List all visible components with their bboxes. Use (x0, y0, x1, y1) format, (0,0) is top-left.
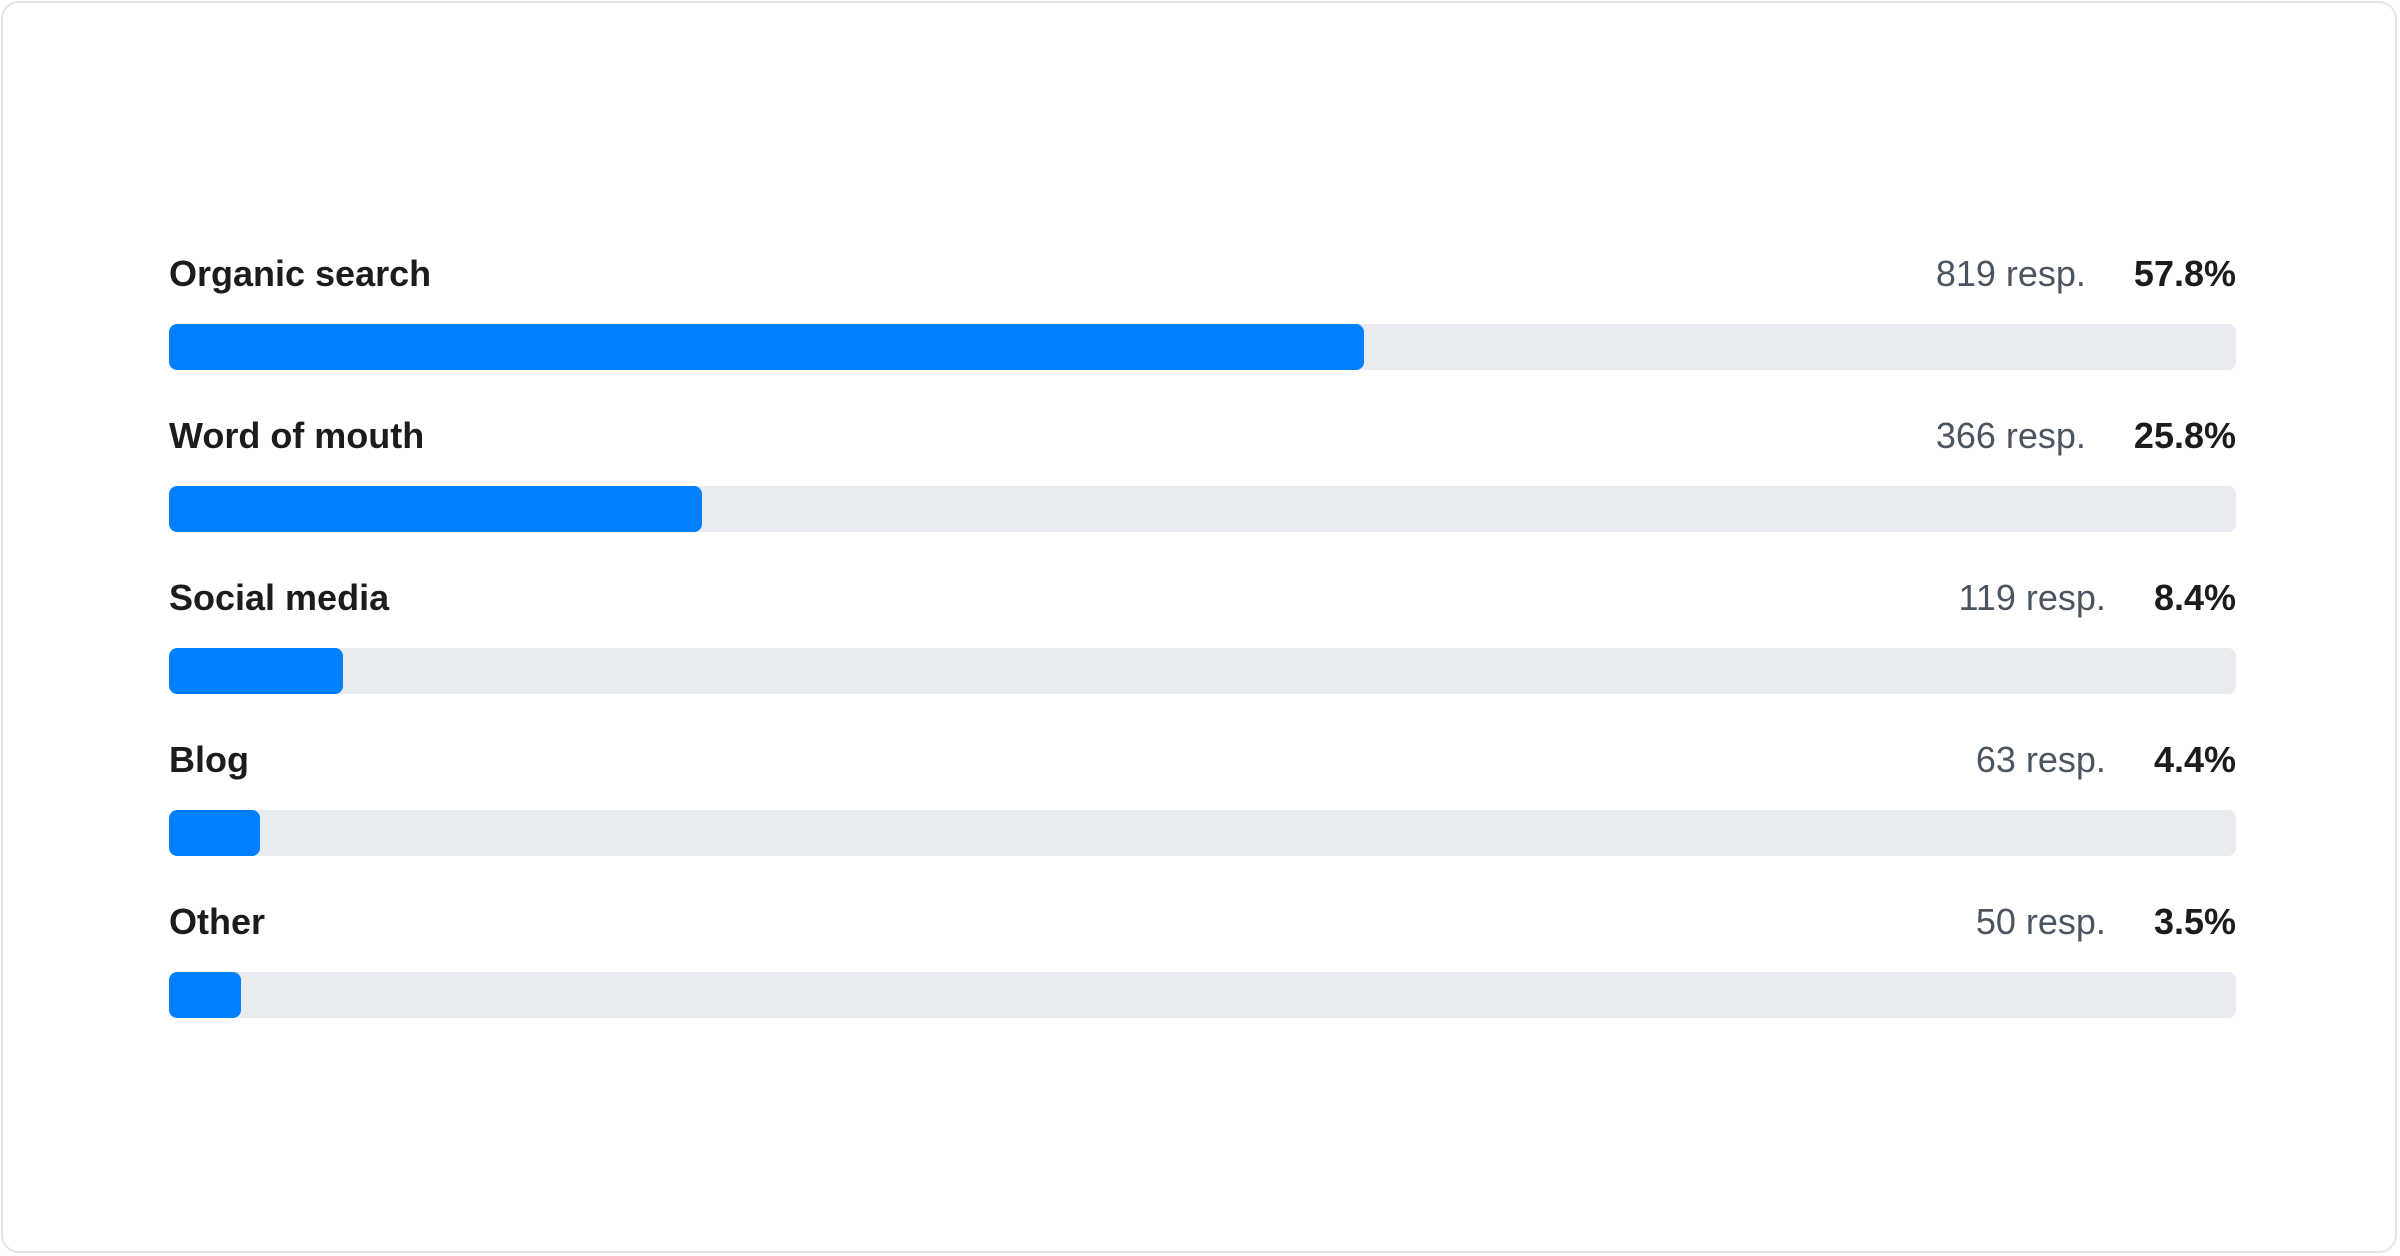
response-count: 366 resp. (1935, 415, 2086, 456)
bar-track (169, 486, 2236, 532)
bar-fill (169, 486, 703, 532)
response-count: 119 resp. (1958, 577, 2106, 618)
category-label: Social media (169, 577, 390, 618)
bar-row-header: Social media 119 resp. 8.4% (169, 567, 2236, 629)
bar-track (169, 972, 2236, 1018)
response-count: 819 resp. (1935, 253, 2086, 294)
response-count: 63 resp. (1975, 739, 2106, 780)
bar-row: Organic search 819 resp. 57.8% (169, 243, 2236, 405)
category-label: Other (169, 901, 266, 942)
bar-row: Word of mouth 366 resp. 25.8% (169, 405, 2236, 567)
bar-row-header: Word of mouth 366 resp. 25.8% (169, 405, 2236, 467)
bar-row: Blog 63 resp. 4.4% (169, 729, 2236, 891)
bar-track (169, 324, 2236, 370)
category-label: Organic search (169, 253, 432, 294)
percentage-label: 8.4% (2153, 577, 2236, 618)
bar-fill (169, 324, 1364, 370)
bar-track (169, 648, 2236, 694)
percentage-label: 4.4% (2153, 739, 2236, 780)
bar-row: Other 50 resp. 3.5% (169, 891, 2236, 1053)
bar-row-header: Other 50 resp. 3.5% (169, 891, 2236, 953)
category-label: Blog (169, 739, 249, 780)
category-label: Word of mouth (169, 415, 425, 456)
bar-fill (169, 810, 260, 856)
bar-row-header: Blog 63 resp. 4.4% (169, 729, 2236, 791)
bar-track (169, 810, 2236, 856)
bar-list: Organic search 819 resp. 57.8% Word of mout… (169, 243, 2236, 1053)
bar-row: Social media 119 resp. 8.4% (169, 567, 2236, 729)
percentage-label: 25.8% (2133, 415, 2236, 456)
response-count: 50 resp. (1975, 901, 2106, 942)
bar-fill (169, 648, 343, 694)
percentage-label: 3.5% (2153, 901, 2236, 942)
bar-fill (169, 972, 242, 1018)
percentage-label: 57.8% (2133, 253, 2236, 294)
bar-row-header: Organic search 819 resp. 57.8% (169, 243, 2236, 305)
